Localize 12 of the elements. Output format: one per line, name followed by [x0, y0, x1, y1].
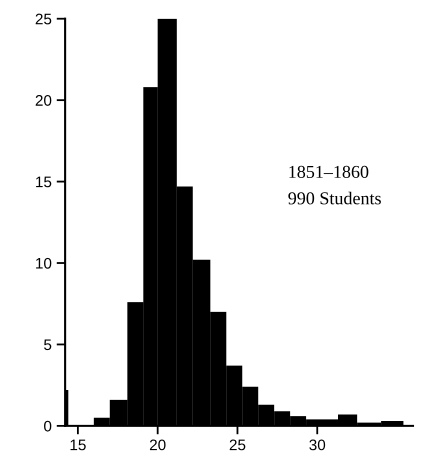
x-tick-label: 15 — [70, 440, 86, 450]
y-tick-label: 15 — [36, 176, 52, 188]
y-tick-label: 20 — [36, 95, 52, 106]
x-tick-label: 30 — [309, 439, 326, 450]
x-tick-label: 25 — [230, 439, 246, 450]
annotation: 1851–1860 — [289, 166, 368, 178]
x-tick-label: 20 — [150, 439, 166, 450]
y-tick-label: 25 — [36, 14, 52, 24]
annotation: 990 Students — [288, 192, 381, 204]
y-tick-label: 0 — [44, 420, 52, 432]
y-tick-label: 5 — [44, 339, 52, 350]
y-tick-label: 10 — [36, 258, 52, 269]
